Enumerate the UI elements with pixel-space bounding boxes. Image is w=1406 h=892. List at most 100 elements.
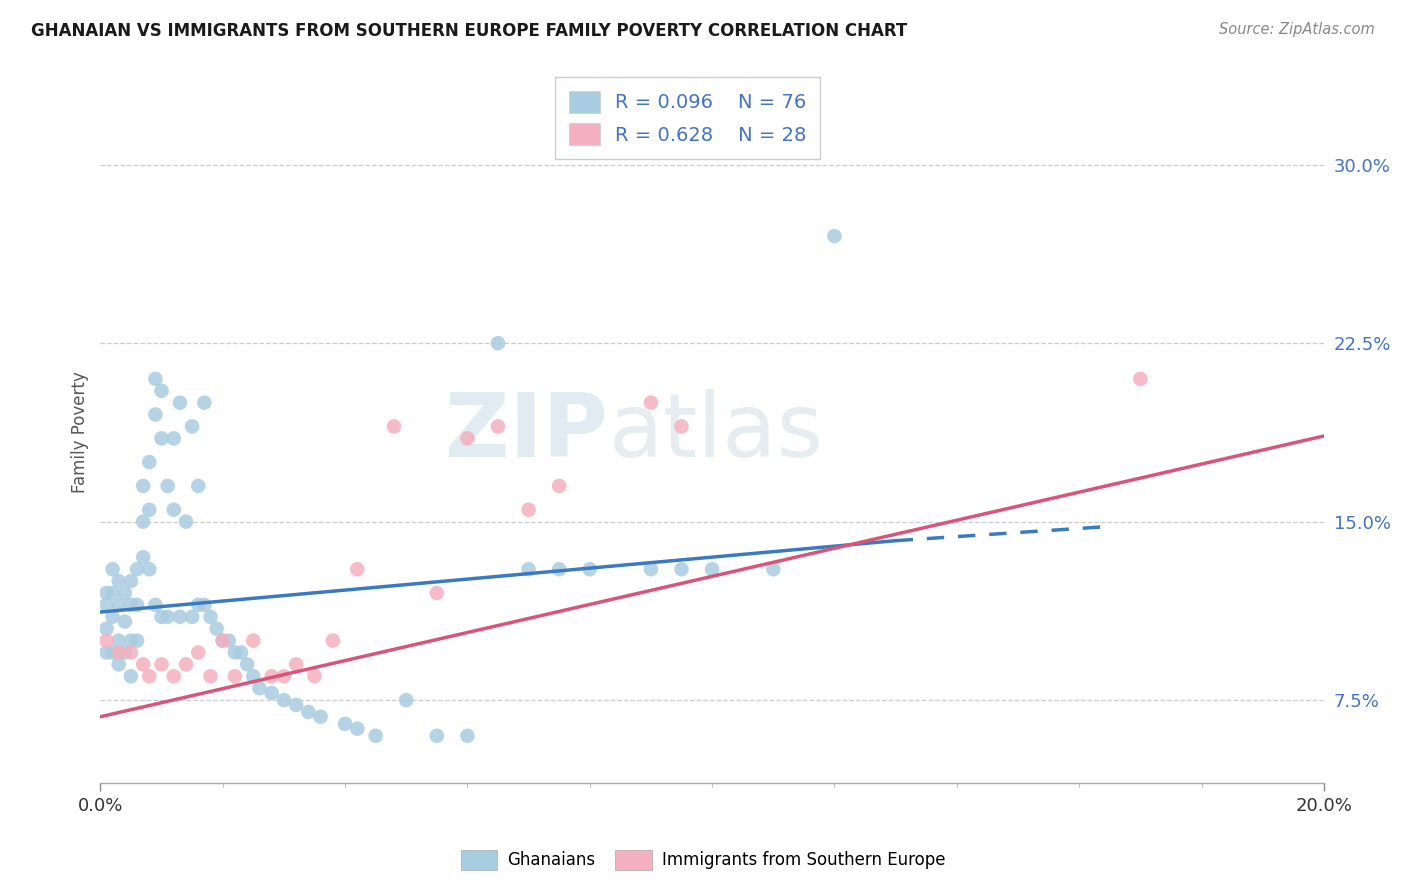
Point [107,574,129,588]
Point [107,633,129,648]
Point [395,693,418,707]
Point [138,455,160,469]
Point [163,502,186,516]
Point [132,515,155,529]
Point [456,431,478,445]
Point [145,372,167,386]
Point [107,646,129,660]
Point [132,657,155,672]
Point [174,657,197,672]
Point [640,395,662,409]
Point [150,609,173,624]
Point [205,622,228,636]
Point [120,669,142,683]
Point [96,586,118,600]
Point [285,657,308,672]
Point [224,646,246,660]
Point [1129,372,1152,386]
Point [101,562,124,576]
Point [145,598,167,612]
Point [107,657,129,672]
Point [187,646,209,660]
Point [224,669,246,683]
Point [346,722,368,736]
Point [456,729,478,743]
Point [426,586,449,600]
Point [364,729,387,743]
Point [114,646,136,660]
Point [578,562,600,576]
Point [156,609,179,624]
Point [218,633,240,648]
Point [211,633,233,648]
Point [120,598,142,612]
Point [346,562,368,576]
Point [211,633,233,648]
Point [96,622,118,636]
Point [187,598,209,612]
Legend: Ghanaians, Immigrants from Southern Europe: Ghanaians, Immigrants from Southern Euro… [454,843,952,877]
Point [260,686,283,700]
Point [517,502,540,516]
Point [181,609,204,624]
Legend: R = 0.096    N = 76, R = 0.628    N = 28: R = 0.096 N = 76, R = 0.628 N = 28 [555,77,820,159]
Point [125,562,148,576]
Point [273,669,295,683]
Point [138,562,160,576]
Point [517,562,540,576]
Point [260,669,283,683]
Point [181,419,204,434]
Point [120,574,142,588]
Point [486,419,509,434]
Point [120,633,142,648]
Point [132,550,155,565]
Point [150,384,173,398]
Y-axis label: Family Poverty: Family Poverty [72,372,89,493]
Point [169,609,191,624]
Point [548,479,571,493]
Point [114,586,136,600]
Point [304,669,326,683]
Point [132,479,155,493]
Point [125,598,148,612]
Point [285,698,308,712]
Point [96,598,118,612]
Point [156,479,179,493]
Point [125,633,148,648]
Point [193,395,215,409]
Point [200,609,222,624]
Point [242,633,264,648]
Point [486,336,509,351]
Point [101,609,124,624]
Point [426,729,449,743]
Point [249,681,271,696]
Point [138,669,160,683]
Point [145,408,167,422]
Point [96,633,118,648]
Point [273,693,295,707]
Point [138,502,160,516]
Text: Source: ZipAtlas.com: Source: ZipAtlas.com [1219,22,1375,37]
Point [150,431,173,445]
Point [671,419,693,434]
Point [163,669,186,683]
Point [229,646,252,660]
Point [107,598,129,612]
Point [200,669,222,683]
Text: atlas: atlas [609,389,824,476]
Point [548,562,571,576]
Point [174,515,197,529]
Point [114,615,136,629]
Point [297,705,319,719]
Point [762,562,785,576]
Point [640,562,662,576]
Text: ZIP: ZIP [446,389,609,476]
Point [671,562,693,576]
Point [169,395,191,409]
Point [242,669,264,683]
Point [309,710,332,724]
Point [150,657,173,672]
Text: GHANAIAN VS IMMIGRANTS FROM SOUTHERN EUROPE FAMILY POVERTY CORRELATION CHART: GHANAIAN VS IMMIGRANTS FROM SOUTHERN EUR… [31,22,907,40]
Point [96,646,118,660]
Point [700,562,723,576]
